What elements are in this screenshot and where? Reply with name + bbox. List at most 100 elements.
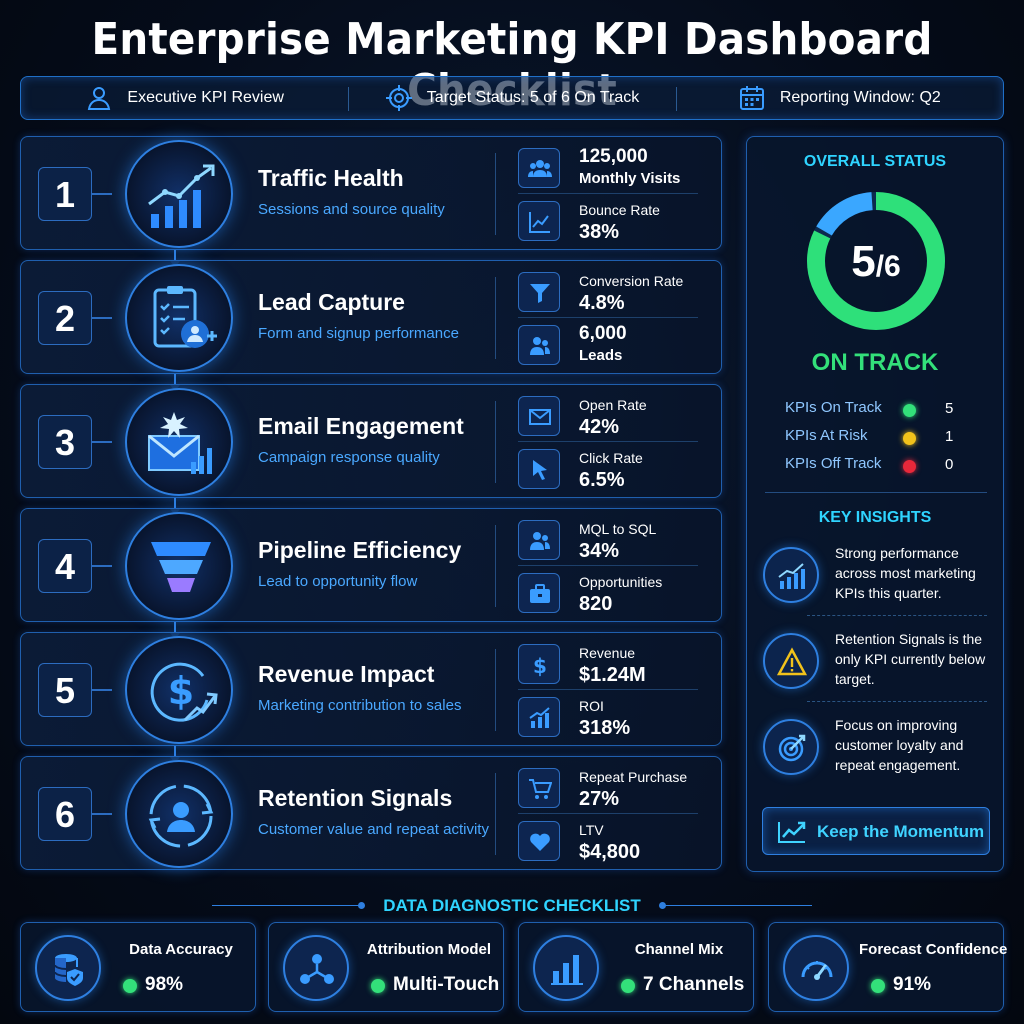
funnel-icon	[518, 272, 560, 312]
kpi-count-at-risk: KPIs At Risk 1	[785, 427, 985, 449]
status-score: 5/6	[804, 237, 948, 287]
metric-bounce-rate: Bounce Rate 38%	[518, 195, 698, 247]
metric-separator	[518, 813, 698, 814]
row-title: Traffic Health	[258, 165, 404, 191]
row-title: Email Engagement	[258, 413, 464, 439]
insight-text: Retention Signals is the only KPI curren…	[835, 631, 986, 687]
metric-label: Revenue	[579, 645, 636, 661]
metric-label: Open Rate	[579, 397, 647, 413]
target-icon	[763, 719, 819, 775]
metric-value: 318%	[579, 717, 631, 739]
keep-momentum-button[interactable]: Keep the Momentum	[762, 807, 990, 855]
diagnostic-card-channel-mix: Channel Mix 7 Channels	[518, 922, 754, 1012]
growth-chart-icon	[763, 547, 819, 603]
row-subtitle: Campaign response quality	[258, 449, 440, 466]
users-icon	[518, 520, 560, 560]
metric-value: $1.24M	[579, 664, 646, 686]
metric-value: 38%	[579, 221, 620, 243]
metric-value: 42%	[579, 416, 620, 438]
heading-rule	[659, 902, 812, 909]
warning-icon	[763, 633, 819, 689]
status-score-value: 5	[851, 237, 876, 286]
metric-roi: ROI 318%	[518, 691, 698, 743]
metric-label: Click Rate	[579, 450, 643, 466]
svg-text:$: $	[168, 669, 194, 713]
metric-leads: 6,000 Leads	[518, 319, 698, 371]
metric-value: 34%	[579, 540, 620, 562]
metric-monthly-visits: 125,000 Monthly Visits	[518, 142, 698, 194]
status-heading: OVERALL STATUS	[803, 153, 947, 170]
overall-status-panel: OVERALL STATUS 5/6 ON TRACK KPIs On Trac…	[746, 136, 1004, 872]
metric-label: LTV	[579, 822, 604, 838]
cart-icon	[518, 768, 560, 808]
metric-value: 6,000	[579, 323, 627, 344]
step-number: 1	[38, 167, 92, 221]
row-subtitle: Lead to opportunity flow	[258, 573, 418, 590]
step-connector-tick	[92, 813, 112, 815]
metric-mql-to-sql: MQL to SQL 34%	[518, 514, 698, 566]
metric-label: Monthly Visits	[579, 170, 681, 187]
dollar-growth-icon: $	[125, 636, 233, 744]
bar-growth-icon	[518, 697, 560, 737]
metric-label: Repeat Purchase	[579, 769, 688, 785]
diagnostic-value: 91%	[893, 974, 932, 995]
metric-value: 820	[579, 593, 613, 615]
metric-click-rate: Click Rate 6.5%	[518, 443, 698, 495]
keep-momentum-label: Keep the Momentum	[817, 822, 985, 841]
step-connector-tick	[92, 441, 112, 443]
kpi-count-value: 5	[945, 400, 954, 417]
summary-bar: Executive KPI Review Target Status: 5 of…	[20, 76, 1004, 120]
kpi-row-revenue-impact: 5 $ Revenue Impact Marketing contributio…	[20, 632, 722, 746]
insight-text: Strong performance across most marketing…	[835, 545, 976, 601]
summary-review-label: Executive KPI Review	[127, 89, 284, 106]
envelope-chart-icon	[125, 388, 233, 496]
diagnostic-value: Multi-Touch	[393, 974, 500, 995]
metric-separator	[518, 689, 698, 690]
metric-value: 6.5%	[579, 469, 625, 491]
metric-value: $4,800	[579, 841, 641, 863]
svg-text:$: $	[533, 654, 547, 677]
row-divider	[495, 525, 496, 607]
kpi-count-label: KPIs Off Track	[785, 455, 882, 472]
bar-chart-icon	[533, 935, 599, 1001]
status-dot	[871, 979, 885, 993]
kpi-row-lead-capture: 2 Lead Capture Form and signup performan…	[20, 260, 722, 374]
kpi-count-value: 0	[945, 456, 954, 473]
insight-item: Focus on improving customer loyalty and …	[763, 715, 993, 785]
row-subtitle: Form and signup performance	[258, 325, 459, 342]
step-number: 2	[38, 291, 92, 345]
kpi-count-value: 1	[945, 428, 954, 445]
divider	[765, 492, 987, 493]
kpi-row-retention-signals: 6 Retention Signals Customer value and r…	[20, 756, 722, 870]
users-icon	[518, 148, 560, 188]
metric-value: 125,000	[579, 146, 648, 167]
metric-separator	[518, 441, 698, 442]
metric-label: ROI	[579, 698, 604, 714]
row-subtitle: Customer value and repeat activity	[258, 821, 489, 838]
diagnostic-title: Channel Mix	[634, 941, 724, 958]
kpi-count-on-track: KPIs On Track 5	[785, 399, 985, 421]
metric-separator	[518, 565, 698, 566]
diagnostic-title: Attribution Model	[366, 941, 492, 958]
row-title: Revenue Impact	[258, 661, 435, 687]
envelope-icon	[518, 396, 560, 436]
user-icon	[88, 87, 111, 110]
kpi-row-pipeline-efficiency: 4 Pipeline Efficiency Lead to opportunit…	[20, 508, 722, 622]
kpi-count-label: KPIs At Risk	[785, 427, 868, 444]
step-number: 6	[38, 787, 92, 841]
step-connector-tick	[92, 193, 112, 195]
summary-target-label: Target Status: 5 of 6 On Track	[426, 89, 640, 106]
cursor-icon	[518, 449, 560, 489]
status-dot	[123, 979, 137, 993]
kpi-row-email-engagement: 3 Email Engagement Campaign response qua…	[20, 384, 722, 498]
diagnostic-value: 7 Channels	[643, 974, 745, 995]
row-divider	[495, 153, 496, 235]
funnel-icon	[125, 512, 233, 620]
clipboard-user-icon	[125, 264, 233, 372]
summary-window: Reporting Window: Q2	[675, 77, 1003, 119]
metric-label: Opportunities	[579, 574, 663, 590]
metric-value: 27%	[579, 788, 620, 810]
diagnostics-heading: DATA DIAGNOSTIC CHECKLIST	[383, 896, 641, 915]
metric-label: Leads	[579, 347, 623, 364]
insight-item: Retention Signals is the only KPI curren…	[763, 629, 993, 699]
